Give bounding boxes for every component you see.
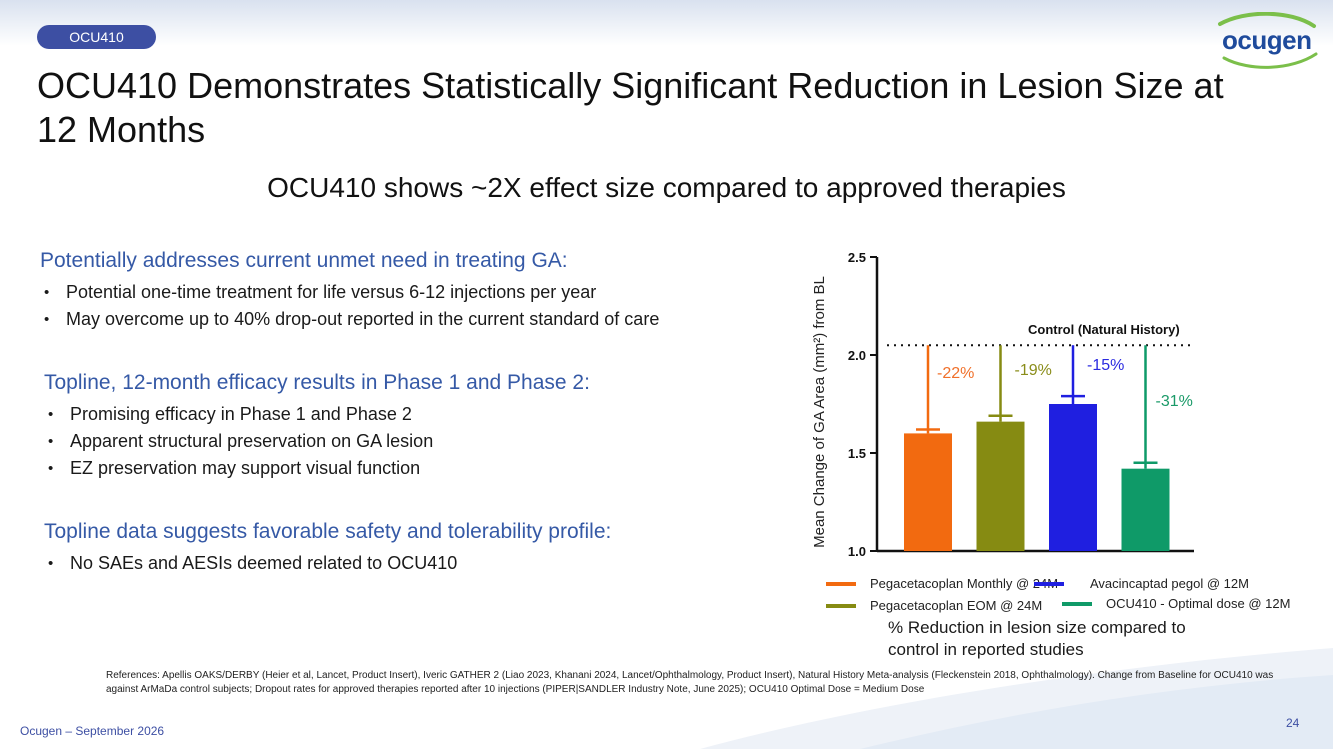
chart-legend: Pegacetacoplan Monthly @ 24M Pegacetacop… [826,574,1306,614]
y-tick-label: 1.0 [848,544,866,559]
decorative-swoosh [700,648,1333,749]
section-tag: OCU410 [37,25,156,49]
legend-item: OCU410 - Optimal dose @ 12M [1062,596,1290,611]
reduction-label: -31% [1156,393,1193,410]
bullet-item: Promising efficacy in Phase 1 and Phase … [44,401,590,428]
legend-swatch [1062,601,1092,606]
legend-item: Pegacetacoplan Monthly @ 24M [826,576,1058,591]
page-title: OCU410 Demonstrates Statistically Signif… [37,65,1224,150]
legend-item: Avacincaptad pegol @ 12M [1034,576,1249,591]
page-number: 24 [1286,716,1300,730]
ocugen-logo: ocugen [1222,25,1312,55]
header-band [0,0,1333,46]
footer-date: Ocugen – September 2026 [20,724,165,738]
y-tick-label: 1.5 [848,446,866,461]
ocugen-logo-icon [1218,12,1318,69]
bullet-list: Potential one-time treatment for life ve… [40,279,659,333]
legend-label: Pegacetacoplan EOM @ 24M [870,598,1043,613]
legend-swatch [826,581,856,586]
section-efficacy: Topline, 12-month efficacy results in Ph… [44,369,590,482]
bullet-item: EZ preservation may support visual funct… [44,455,590,482]
reduction-label: -19% [1015,362,1052,379]
bullet-list: No SAEs and AESIs deemed related to OCU4… [44,550,611,577]
legend-swatch [826,603,856,608]
bar [1121,468,1170,551]
legend-label: Pegacetacoplan Monthly @ 24M [870,576,1059,591]
reduction-label: -22% [937,365,974,382]
bullet-item: No SAEs and AESIs deemed related to OCU4… [44,550,611,577]
bar [976,421,1025,551]
bullet-item: May overcome up to 40% drop-out reported… [40,306,659,333]
y-axis-label: Mean Change of GA Area (mm²) from BL [811,276,828,548]
chart-caption: % Reduction in lesion size compared to c… [888,618,1186,659]
legend-swatch [1034,581,1064,586]
reduction-label: -15% [1087,357,1124,374]
bullet-item: Apparent structural preservation on GA l… [44,428,590,455]
legend-item: Pegacetacoplan EOM @ 24M [826,598,1042,613]
section-heading: Topline, 12-month efficacy results in Ph… [44,371,590,394]
bullet-item: Potential one-time treatment for life ve… [40,279,659,306]
section-heading: Potentially addresses current unmet need… [40,249,568,272]
references-text: References: Apellis OAKS/DERBY (Heier et… [106,670,1274,695]
section-heading: Topline data suggests favorable safety a… [44,520,612,543]
section-unmet-need: Potentially addresses current unmet need… [40,247,659,333]
section-safety: Topline data suggests favorable safety a… [44,518,611,577]
bar [1049,404,1097,551]
legend-label: OCU410 - Optimal dose @ 12M [1106,596,1291,611]
control-reference-label: Control (Natural History) [1028,322,1180,337]
bar [904,433,952,551]
bullet-list: Promising efficacy in Phase 1 and Phase … [44,401,590,482]
y-tick-label: 2.0 [848,348,866,363]
page-subtitle: OCU410 shows ~2X effect size compared to… [267,172,1066,203]
y-tick-label: 2.5 [848,250,866,265]
legend-label: Avacincaptad pegol @ 12M [1090,576,1249,591]
lesion-reduction-chart: Mean Change of GA Area (mm²) from BL 1.0 1… [811,250,1194,559]
